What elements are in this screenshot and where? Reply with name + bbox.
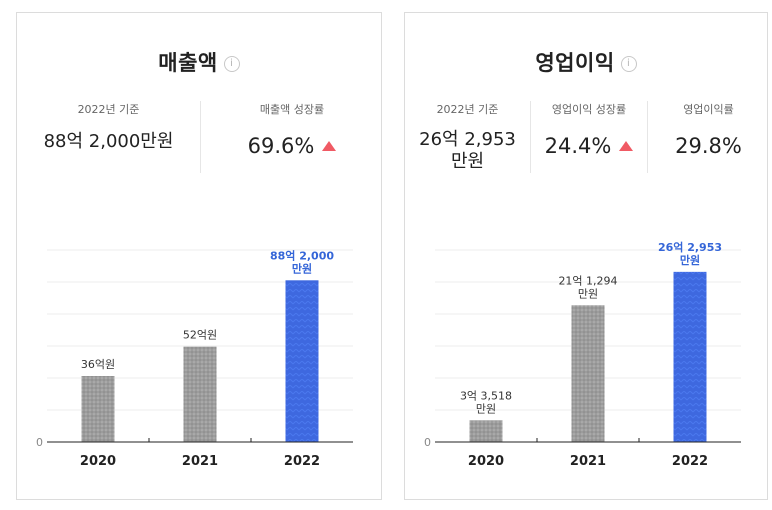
- data-label-2021: 만원: [578, 287, 598, 300]
- bar-2020[interactable]: [469, 420, 503, 442]
- data-label-2022: 만원: [680, 253, 700, 267]
- stat-base-label: 2022년 기준: [436, 103, 499, 116]
- bar-2020[interactable]: [81, 376, 115, 442]
- stat-growth-value: 24.4%: [544, 134, 612, 158]
- stat-base-value-line2: 만원: [450, 151, 485, 172]
- operating-profit-card: 영업이익 i 2022년 기준 26억 2,953 만원 영업이익 성장률 24.…: [404, 12, 768, 500]
- stat-base-value-line1: 26억 2,953: [419, 129, 516, 150]
- stat-growth-label: 영업이익 성장률: [551, 103, 627, 116]
- x-tick-label-2022: 2022: [284, 454, 320, 469]
- x-tick-label-2021: 2021: [570, 454, 606, 469]
- y-zero-label: 0: [36, 436, 43, 449]
- x-tick-label-2021: 2021: [182, 454, 218, 469]
- stat-base-value: 26억 2,953 만원: [405, 129, 530, 173]
- operating-profit-title: 영업이익 i: [405, 47, 767, 77]
- profit-base-stat: 2022년 기준 26억 2,953 만원: [405, 101, 530, 173]
- stat-margin-value: 29.8%: [675, 134, 742, 158]
- x-tick-label-2022: 2022: [672, 454, 708, 469]
- revenue-title-text: 매출액: [158, 51, 218, 75]
- x-tick-label-2020: 2020: [80, 454, 116, 469]
- data-label-2022: 26억 2,953: [658, 241, 722, 254]
- data-label-2022: 만원: [292, 261, 312, 275]
- stat-margin-label: 영업이익률: [683, 103, 734, 116]
- profit-growth-stat: 영업이익 성장률 24.4%: [531, 101, 647, 157]
- data-label-2021: 21억 1,294: [558, 274, 617, 287]
- x-tick-label-2020: 2020: [468, 454, 504, 469]
- profit-margin-stat: 영업이익률 29.8%: [648, 101, 769, 157]
- info-icon[interactable]: i: [620, 56, 637, 72]
- revenue-growth-stat: 매출액 성장률 69.6%: [201, 101, 383, 157]
- stat-base-value: 88억 2,000만원: [43, 131, 174, 152]
- stat-growth-value-row: 69.6%: [201, 135, 383, 157]
- stat-growth-value-row: 24.4%: [531, 135, 647, 157]
- bar-2021[interactable]: [571, 305, 605, 442]
- stat-base-label: 2022년 기준: [77, 103, 140, 116]
- data-label-2022: 88억 2,000: [270, 249, 334, 262]
- stat-divider: [647, 101, 648, 173]
- operating-profit-title-text: 영업이익: [535, 51, 615, 75]
- stat-divider: [200, 101, 201, 173]
- y-zero-label: 0: [424, 436, 431, 449]
- bar-2022[interactable]: [285, 280, 319, 442]
- info-icon[interactable]: i: [223, 56, 240, 72]
- stat-divider: [530, 101, 531, 173]
- stat-growth-value: 69.6%: [247, 134, 315, 158]
- stat-growth-label: 매출액 성장률: [259, 103, 325, 116]
- data-label-2021: 52억원: [183, 329, 217, 342]
- revenue-title: 매출액 i: [17, 47, 381, 77]
- bar-2021[interactable]: [183, 346, 217, 442]
- data-label-2020: 36억원: [81, 358, 115, 371]
- up-arrow-icon: [619, 141, 634, 151]
- up-arrow-icon: [322, 141, 337, 151]
- revenue-bar-chart: 0 36억원 2020 52억원 2021 88억 2,000만원 2022: [36, 249, 353, 469]
- data-label-2020: 3억 3,518: [460, 389, 512, 402]
- revenue-base-stat: 2022년 기준 88억 2,000만원: [17, 101, 200, 153]
- data-label-2020: 만원: [476, 402, 496, 415]
- revenue-card: 매출액 i 2022년 기준 88억 2,000만원 매출액 성장률 69.6% …: [16, 12, 382, 500]
- bar-2022[interactable]: [673, 271, 707, 442]
